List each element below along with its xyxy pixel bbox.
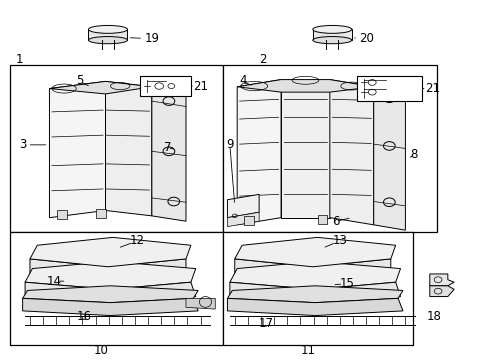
Polygon shape (329, 80, 373, 225)
Text: 16: 16 (76, 310, 91, 324)
Text: 5: 5 (76, 74, 83, 87)
Text: 18: 18 (426, 310, 440, 323)
Polygon shape (57, 211, 66, 220)
Polygon shape (373, 87, 405, 230)
Bar (222, 232, 412, 345)
Polygon shape (312, 30, 351, 40)
Text: 7: 7 (163, 141, 171, 154)
Ellipse shape (312, 37, 351, 44)
Polygon shape (96, 209, 105, 218)
Text: 9: 9 (225, 138, 233, 150)
Polygon shape (429, 274, 453, 286)
Text: 20: 20 (358, 32, 373, 45)
Ellipse shape (88, 37, 127, 44)
Ellipse shape (312, 26, 351, 33)
Polygon shape (49, 81, 152, 94)
Text: 2: 2 (259, 53, 266, 66)
Polygon shape (229, 261, 400, 289)
Bar (140, 76, 190, 96)
Text: 3: 3 (19, 138, 26, 151)
Text: 1: 1 (15, 53, 23, 66)
Polygon shape (229, 282, 400, 304)
Polygon shape (227, 194, 259, 218)
Polygon shape (88, 30, 127, 40)
Polygon shape (25, 282, 195, 304)
Polygon shape (429, 286, 453, 297)
Polygon shape (244, 216, 254, 225)
Text: 19: 19 (144, 32, 159, 45)
Bar (356, 76, 422, 101)
Bar (10, 232, 222, 345)
Text: 15: 15 (339, 278, 354, 291)
Text: 17: 17 (259, 317, 274, 330)
Ellipse shape (88, 26, 127, 33)
Polygon shape (234, 259, 390, 283)
Text: 21: 21 (424, 82, 439, 95)
Text: 21: 21 (193, 80, 208, 93)
Polygon shape (49, 81, 105, 218)
Text: 10: 10 (93, 344, 108, 357)
Text: 4: 4 (239, 74, 246, 87)
Polygon shape (237, 80, 281, 225)
Polygon shape (152, 87, 185, 221)
Bar (222, 65, 436, 232)
Polygon shape (234, 237, 395, 267)
Polygon shape (105, 81, 152, 216)
Polygon shape (281, 80, 329, 218)
Text: 14: 14 (47, 275, 62, 288)
Polygon shape (22, 286, 198, 303)
Polygon shape (30, 259, 185, 283)
Polygon shape (22, 298, 198, 316)
Text: 8: 8 (409, 148, 417, 161)
Polygon shape (237, 80, 373, 92)
Text: 13: 13 (331, 234, 346, 247)
Polygon shape (30, 237, 190, 267)
Text: 12: 12 (130, 234, 144, 247)
Polygon shape (25, 261, 195, 289)
Polygon shape (317, 215, 327, 224)
Bar (10, 65, 222, 232)
Polygon shape (185, 298, 215, 309)
Polygon shape (227, 286, 402, 303)
Text: 11: 11 (300, 344, 315, 357)
Text: 6: 6 (331, 215, 339, 228)
Polygon shape (227, 298, 402, 316)
Polygon shape (227, 212, 259, 226)
